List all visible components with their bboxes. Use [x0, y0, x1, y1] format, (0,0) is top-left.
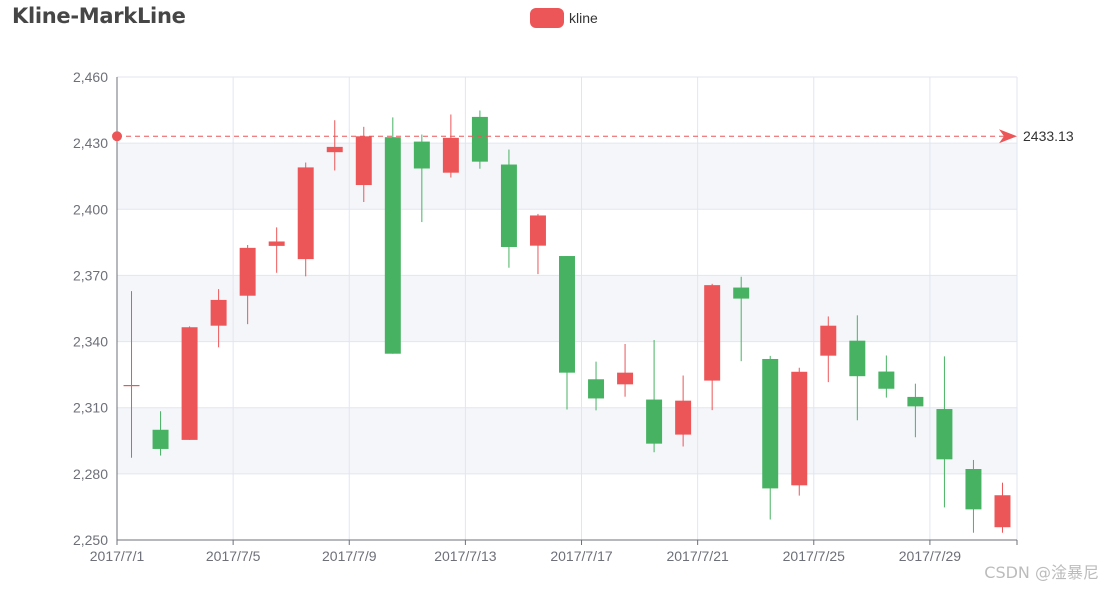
candle-body[interactable] [471, 116, 488, 162]
candle-body[interactable] [762, 358, 779, 489]
legend-label-kline[interactable]: kline [569, 10, 598, 26]
x-tick-label: 2017/7/1 [90, 548, 145, 564]
mark-line-arrow [999, 129, 1017, 144]
candle-body[interactable] [268, 241, 285, 246]
candle-body[interactable] [123, 385, 140, 387]
candle-body[interactable] [704, 285, 721, 381]
candle-body[interactable] [297, 167, 314, 260]
y-tick-label: 2,430 [73, 135, 108, 151]
y-tick-label: 2,370 [73, 267, 108, 283]
plot-band [117, 77, 1017, 144]
y-tick-label: 2,460 [73, 69, 108, 85]
mark-line-label: 2433.13 [1023, 128, 1074, 144]
candle-body[interactable] [994, 495, 1011, 528]
candle-body[interactable] [384, 137, 401, 354]
plot-band [117, 143, 1017, 210]
chart-title: Kline-MarkLine [12, 4, 186, 28]
plot-band [117, 473, 1017, 540]
candle-body[interactable] [181, 327, 198, 440]
candle-body[interactable] [588, 379, 605, 399]
candle-body[interactable] [849, 340, 866, 377]
candle-body[interactable] [733, 287, 750, 299]
candle-body[interactable] [965, 469, 982, 510]
candle-body[interactable] [936, 409, 953, 460]
x-tick-label: 2017/7/9 [322, 548, 377, 564]
candle-body[interactable] [907, 396, 924, 407]
plot-band [117, 407, 1017, 474]
candle-body[interactable] [791, 371, 808, 486]
y-tick-label: 2,310 [73, 400, 108, 416]
candle-body[interactable] [529, 215, 546, 246]
candle-body[interactable] [559, 256, 575, 373]
candle-body[interactable] [820, 325, 837, 356]
candle-body[interactable] [646, 399, 663, 444]
candle-body[interactable] [210, 299, 227, 326]
candle-body[interactable] [878, 371, 895, 389]
x-tick-label: 2017/7/21 [666, 548, 728, 564]
y-tick-label: 2,250 [73, 532, 108, 548]
candle-body[interactable] [413, 141, 430, 169]
candle-body[interactable] [675, 400, 692, 435]
y-tick-label: 2,400 [73, 201, 108, 217]
candle-body[interactable] [617, 372, 634, 385]
x-tick-label: 2017/7/13 [434, 548, 496, 564]
candle-body[interactable] [442, 137, 459, 173]
legend-swatch-kline[interactable] [530, 8, 564, 28]
y-tick-label: 2,280 [73, 466, 108, 482]
candle-body[interactable] [355, 136, 372, 186]
candle-body[interactable] [152, 429, 169, 449]
candle-body[interactable] [500, 164, 517, 247]
x-tick-label: 2017/7/17 [550, 548, 612, 564]
candle-body[interactable] [239, 247, 256, 296]
x-tick-label: 2017/7/29 [899, 548, 961, 564]
watermark: CSDN @淦暴尼 [984, 563, 1099, 582]
candle-body[interactable] [326, 146, 343, 153]
x-tick-label: 2017/7/25 [783, 548, 845, 564]
legend[interactable]: kline [530, 8, 598, 28]
x-tick-label: 2017/7/5 [206, 548, 261, 564]
y-tick-label: 2,340 [73, 334, 108, 350]
